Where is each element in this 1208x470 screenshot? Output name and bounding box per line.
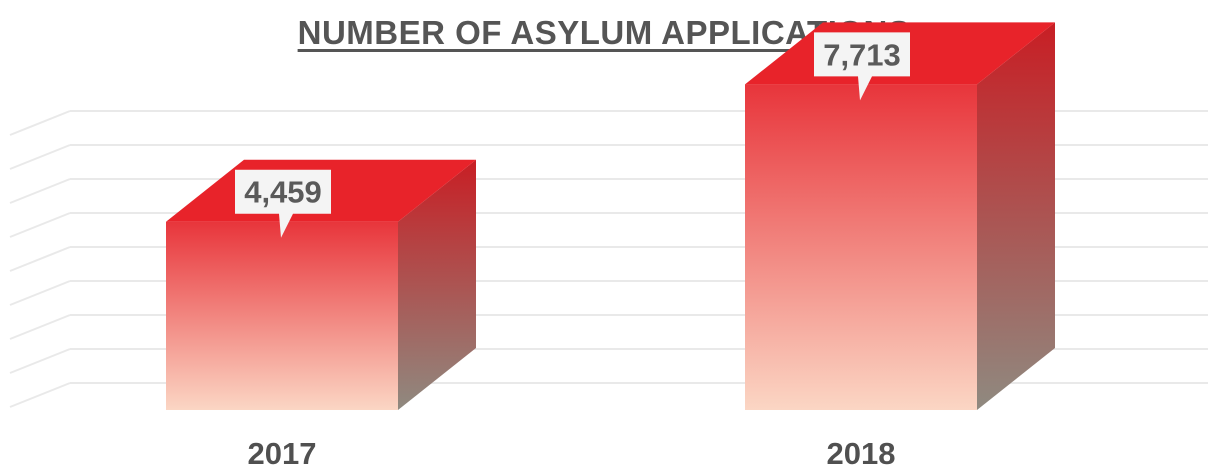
gridline-diagonal <box>9 246 71 272</box>
callout-bubble <box>814 32 910 101</box>
category-label: 2017 <box>248 436 317 470</box>
bar-front-2018 <box>745 84 977 410</box>
gridline-diagonal <box>9 382 71 408</box>
data-label-callout: 4,459 <box>235 169 331 238</box>
bar-side-2017 <box>398 159 476 410</box>
data-label: 7,713 <box>823 37 901 72</box>
labels: 4,459 2017 7,713 2018 <box>235 32 910 470</box>
category-label: 2018 <box>827 436 896 470</box>
gridline-diagonal <box>9 280 71 306</box>
bar-front-2017 <box>166 221 398 410</box>
gridline-diagonal <box>9 314 71 340</box>
data-label: 4,459 <box>244 175 322 210</box>
gridline-diagonal <box>9 110 71 136</box>
gridline-diagonal <box>9 348 71 374</box>
callout-bubble <box>235 169 331 238</box>
bars <box>166 22 1055 411</box>
gridline-diagonal <box>9 212 71 238</box>
gridline-diagonal <box>9 178 71 204</box>
bar-side-2018 <box>977 22 1055 411</box>
gridline-diagonal <box>9 144 71 170</box>
data-label-callout: 7,713 <box>814 32 910 101</box>
